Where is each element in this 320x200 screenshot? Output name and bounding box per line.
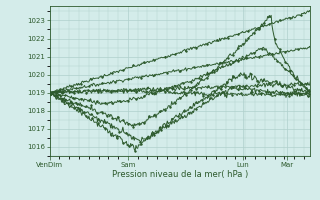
X-axis label: Pression niveau de la mer( hPa ): Pression niveau de la mer( hPa ) (112, 170, 248, 179)
